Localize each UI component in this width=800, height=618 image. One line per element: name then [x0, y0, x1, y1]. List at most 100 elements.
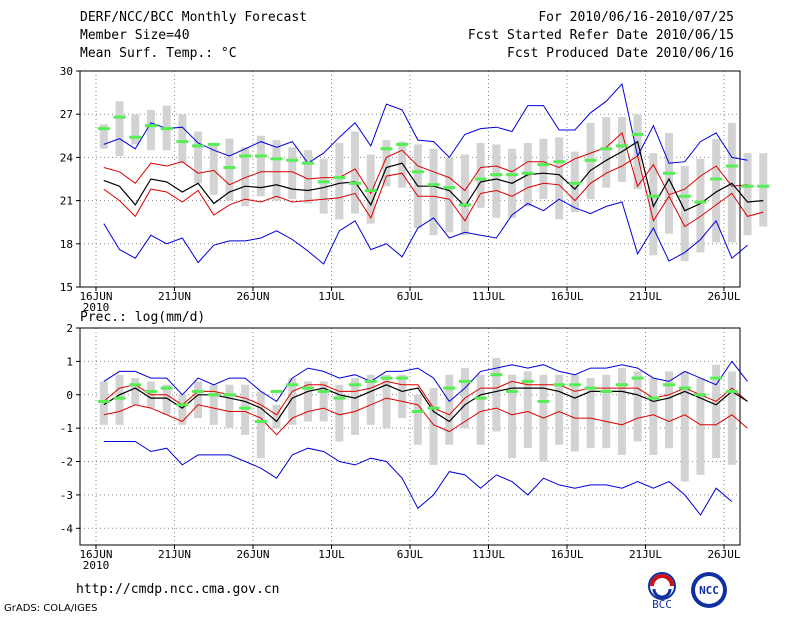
prec-ytick-label: -3: [60, 489, 73, 502]
prec-median-marker: [207, 393, 220, 397]
produced-date: Fcst Produced Date 2010/06/16: [507, 46, 734, 61]
temp-median-marker: [537, 163, 550, 167]
prec-box: [178, 394, 187, 425]
temp-median-marker: [380, 147, 393, 151]
temp-median-marker: [97, 127, 110, 131]
prec-median-marker: [301, 386, 314, 390]
prec-median-marker: [458, 379, 471, 383]
prec-median-marker: [223, 393, 236, 397]
prec-median-marker: [317, 389, 330, 393]
prec-box: [633, 371, 642, 442]
prec-box: [523, 371, 532, 449]
temp-xtick-label: 6JUL: [397, 290, 424, 303]
prec-box: [162, 384, 171, 415]
temp-median-marker: [113, 115, 126, 119]
temp-box: [194, 131, 203, 184]
temp-median-marker: [207, 142, 220, 146]
prec-median-marker: [160, 386, 173, 390]
temp-box: [617, 117, 626, 182]
prec-box: [209, 384, 218, 425]
prec-box: [398, 374, 407, 419]
prec-median-marker: [380, 376, 393, 380]
prec-median-marker: [113, 396, 126, 400]
temp-box: [335, 143, 344, 220]
temp-box: [398, 141, 407, 188]
temp-box: [115, 101, 124, 156]
prec-median-marker: [254, 419, 267, 423]
temp-median-marker: [647, 194, 660, 198]
temp-xtick-label: 11JUL: [472, 290, 505, 303]
ncc-logo-text: NCC: [699, 584, 719, 597]
source-url[interactable]: http://cmdp.ncc.cma.gov.cn: [76, 582, 280, 597]
prec-median-marker: [647, 396, 660, 400]
temp-box: [303, 150, 312, 204]
prec-box: [319, 381, 328, 422]
prec-box: [225, 384, 234, 429]
precip-panel-title: Prec.: log(mm/d): [80, 310, 206, 325]
temp-lower-line: [103, 155, 764, 228]
temp-box: [759, 153, 768, 227]
temp-xtick-label: 21JUL: [629, 290, 662, 303]
temp-box: [712, 138, 721, 243]
temp-box: [241, 147, 250, 207]
temp-median-marker: [725, 164, 738, 168]
temp-box: [351, 131, 360, 214]
prec-ytick-label: 2: [66, 322, 73, 335]
member-size: Member Size=40: [80, 28, 190, 43]
prec-median-marker: [129, 383, 142, 387]
temp-median-marker: [239, 154, 252, 158]
temp-box: [178, 114, 187, 164]
prec-box: [303, 381, 312, 422]
prec-box: [241, 384, 250, 435]
temp-median-marker: [568, 181, 581, 185]
prec-median-marker: [725, 389, 738, 393]
temp-upper-line: [103, 131, 748, 196]
prec-median-marker: [192, 389, 205, 393]
prec-median-marker: [521, 379, 534, 383]
temp-xtick-label: 16JUL: [550, 290, 583, 303]
prec-median-marker: [396, 376, 409, 380]
temp-box: [492, 144, 501, 218]
temp-median-marker: [349, 181, 362, 185]
prec-median-marker: [537, 399, 550, 403]
prec-xtick-label: 16JUL: [550, 548, 583, 561]
start-date: Fcst Started Refer Date 2010/06/15: [467, 28, 734, 43]
prec-xtick-label: 21JUL: [629, 548, 662, 561]
ncc-logo: NCC: [691, 572, 727, 608]
prec-year-label: 2010: [83, 559, 110, 572]
temp-median-marker: [364, 189, 377, 193]
prec-median-marker: [663, 383, 676, 387]
prec-box: [115, 374, 124, 425]
temp-box: [99, 124, 108, 149]
prec-median-marker: [349, 383, 362, 387]
prec-upper-line: [103, 380, 748, 416]
temp-ytick-label: 18: [60, 238, 73, 251]
bcc-logo: BCC: [648, 572, 676, 610]
prec-ytick-label: 1: [66, 355, 73, 368]
prec-median-marker: [176, 403, 189, 407]
temp-xtick-label: 26JUN: [236, 290, 269, 303]
temp-median-marker: [631, 132, 644, 136]
temp-min-line: [103, 198, 748, 265]
prec-median-marker: [270, 389, 283, 393]
temp-ytick-label: 21: [60, 195, 73, 208]
grads-credit: GrADS: COLA/IGES: [4, 603, 98, 614]
temp-ytick-label: 24: [60, 151, 74, 164]
temp-median-marker: [474, 177, 487, 181]
temp-ytick-label: 27: [60, 108, 73, 121]
prec-median-marker: [615, 383, 628, 387]
temp-box: [539, 138, 548, 200]
prec-box: [288, 378, 297, 425]
prec-median-marker: [694, 393, 707, 397]
temp-median-marker: [396, 142, 409, 146]
prec-median-marker: [286, 383, 299, 387]
prec-box: [99, 381, 108, 425]
prec-box: [413, 394, 422, 445]
temp-box: [476, 143, 485, 208]
prec-box: [492, 358, 501, 432]
prec-box: [508, 374, 517, 459]
temp-median-marker: [144, 124, 157, 128]
prec-box: [712, 364, 721, 459]
temp-median-marker: [710, 177, 723, 181]
